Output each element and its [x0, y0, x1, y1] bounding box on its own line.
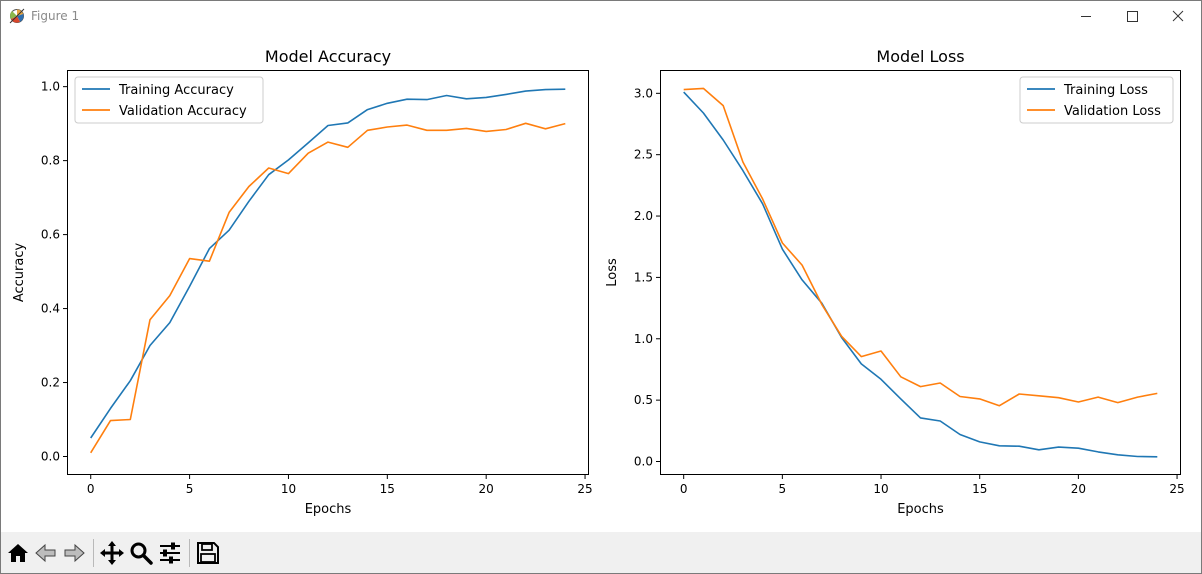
series-line-2	[683, 87, 1158, 407]
x-tick-label: 5	[186, 482, 194, 496]
x-tick-label: 10	[873, 482, 888, 496]
toolbar-separator	[93, 539, 94, 567]
maximize-button[interactable]	[1109, 1, 1155, 32]
sliders-icon	[160, 542, 180, 564]
x-axis-label: Epochs	[305, 502, 352, 517]
chart-title: Model Accuracy	[265, 47, 391, 66]
y-tick-label: 0.5	[634, 393, 653, 407]
series-line-1	[683, 91, 1158, 458]
legend: Training Loss Validation Loss	[1019, 76, 1174, 124]
floppy-save-icon	[197, 542, 219, 564]
y-tick-label: 1.0	[634, 332, 653, 346]
series-line-2	[90, 122, 566, 454]
y-tick-label: 2.5	[634, 148, 653, 162]
toolbar-separator	[189, 539, 190, 567]
legend-box	[1019, 76, 1174, 124]
zoom-magnifier-icon	[130, 542, 153, 565]
figure-svg: Model Accuracy 0 5 10 15 20 25 0.0 0.2 0.4 0.6 0.8 1…	[12, 47, 1185, 517]
chart-2: Model Loss 0 5 10 15 20 25 0.0 0.5 1.0 1.5 2.0 2.5 3.…	[605, 47, 1185, 517]
y-tick-label: 2.0	[634, 209, 653, 223]
series-line-1	[90, 88, 566, 439]
y-tick-label: 0.2	[41, 376, 60, 390]
close-icon	[1172, 10, 1184, 22]
y-tick-label: 0.0	[41, 450, 60, 464]
y-tick-label: 0.6	[41, 228, 60, 242]
minimize-button[interactable]	[1063, 1, 1109, 32]
y-axis-label: Loss	[605, 258, 620, 287]
close-button[interactable]	[1155, 1, 1201, 32]
x-tick-label: 20	[1071, 482, 1086, 496]
figure-canvas[interactable]: Model Accuracy 0 5 10 15 20 25 0.0 0.2 0.4 0.6 0.8 1…	[1, 32, 1201, 532]
chart-1: Model Accuracy 0 5 10 15 20 25 0.0 0.2 0.4 0.6 0.8 1…	[12, 47, 593, 517]
y-tick-label: 1.5	[634, 270, 653, 284]
y-tick-label: 0.0	[634, 455, 653, 469]
navigation-toolbar	[1, 532, 1201, 573]
legend-entry-2: Validation Accuracy	[119, 104, 247, 119]
back-button[interactable]	[34, 541, 58, 565]
x-tick-label: 25	[1169, 482, 1184, 496]
window-title: Figure 1	[31, 9, 80, 23]
x-tick-label: 20	[479, 482, 494, 496]
configure-subplots-button[interactable]	[158, 541, 182, 565]
legend-entry-2: Validation Loss	[1064, 104, 1161, 119]
y-tick-label: 1.0	[41, 80, 60, 94]
y-tick-label: 3.0	[634, 86, 653, 100]
maximize-icon	[1127, 11, 1138, 22]
forward-button[interactable]	[62, 541, 86, 565]
matplotlib-logo-icon	[9, 8, 25, 24]
home-button[interactable]	[6, 541, 30, 565]
axes-frame	[660, 70, 1181, 475]
legend-box	[74, 76, 264, 124]
minimize-icon	[1081, 16, 1091, 17]
x-tick-label: 15	[380, 482, 395, 496]
pan-move-icon	[100, 541, 124, 565]
axes-frame	[67, 70, 589, 475]
x-tick-label: 10	[281, 482, 296, 496]
back-arrow-icon	[35, 543, 56, 563]
zoom-button[interactable]	[129, 541, 153, 565]
title-bar: Figure 1	[1, 1, 1201, 32]
legend-entry-1: Training Accuracy	[118, 83, 234, 98]
save-button[interactable]	[196, 541, 220, 565]
chart-title: Model Loss	[876, 47, 964, 66]
x-tick-label: 0	[87, 482, 95, 496]
x-axis-label: Epochs	[897, 502, 944, 517]
pan-button[interactable]	[100, 541, 124, 565]
x-tick-label: 5	[779, 482, 787, 496]
x-tick-label: 0	[680, 482, 688, 496]
x-tick-label: 15	[972, 482, 987, 496]
legend: Training Accuracy Validation Accuracy	[74, 76, 264, 124]
legend-entry-1: Training Loss	[1063, 83, 1148, 98]
y-axis-label: Accuracy	[12, 243, 27, 303]
x-tick-label: 25	[577, 482, 592, 496]
y-tick-label: 0.8	[41, 154, 60, 168]
home-icon	[8, 544, 28, 562]
y-tick-label: 0.4	[41, 302, 60, 316]
forward-arrow-icon	[64, 543, 85, 563]
